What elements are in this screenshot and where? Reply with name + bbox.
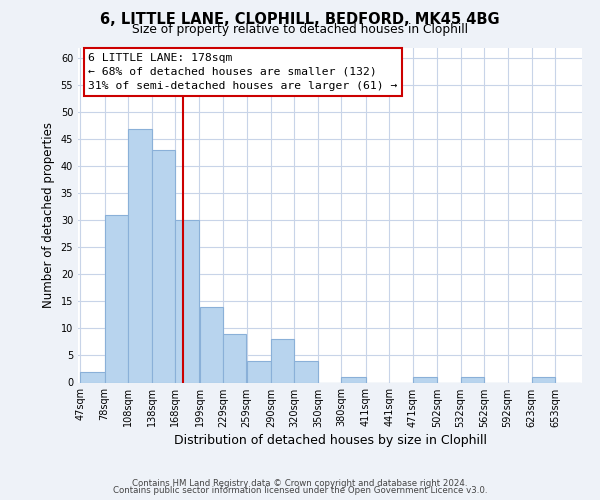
Bar [223,334,247,382]
Text: Contains HM Land Registry data © Crown copyright and database right 2024.: Contains HM Land Registry data © Crown c… [132,478,468,488]
Text: Size of property relative to detached houses in Clophill: Size of property relative to detached ho… [132,24,468,36]
Text: Contains public sector information licensed under the Open Government Licence v3: Contains public sector information licen… [113,486,487,495]
Bar [128,128,152,382]
Bar [295,361,318,382]
Bar [247,361,271,382]
Bar [105,215,128,382]
Bar [341,377,365,382]
Bar [271,340,294,382]
Bar [152,150,175,382]
Text: 6 LITTLE LANE: 178sqm
← 68% of detached houses are smaller (132)
31% of semi-det: 6 LITTLE LANE: 178sqm ← 68% of detached … [88,52,397,92]
X-axis label: Distribution of detached houses by size in Clophill: Distribution of detached houses by size … [173,434,487,446]
Bar [175,220,199,382]
Bar [461,377,484,382]
Bar [80,372,104,382]
Bar [200,307,223,382]
Bar [413,377,437,382]
Y-axis label: Number of detached properties: Number of detached properties [42,122,55,308]
Bar [532,377,555,382]
Text: 6, LITTLE LANE, CLOPHILL, BEDFORD, MK45 4BG: 6, LITTLE LANE, CLOPHILL, BEDFORD, MK45 … [100,12,500,28]
